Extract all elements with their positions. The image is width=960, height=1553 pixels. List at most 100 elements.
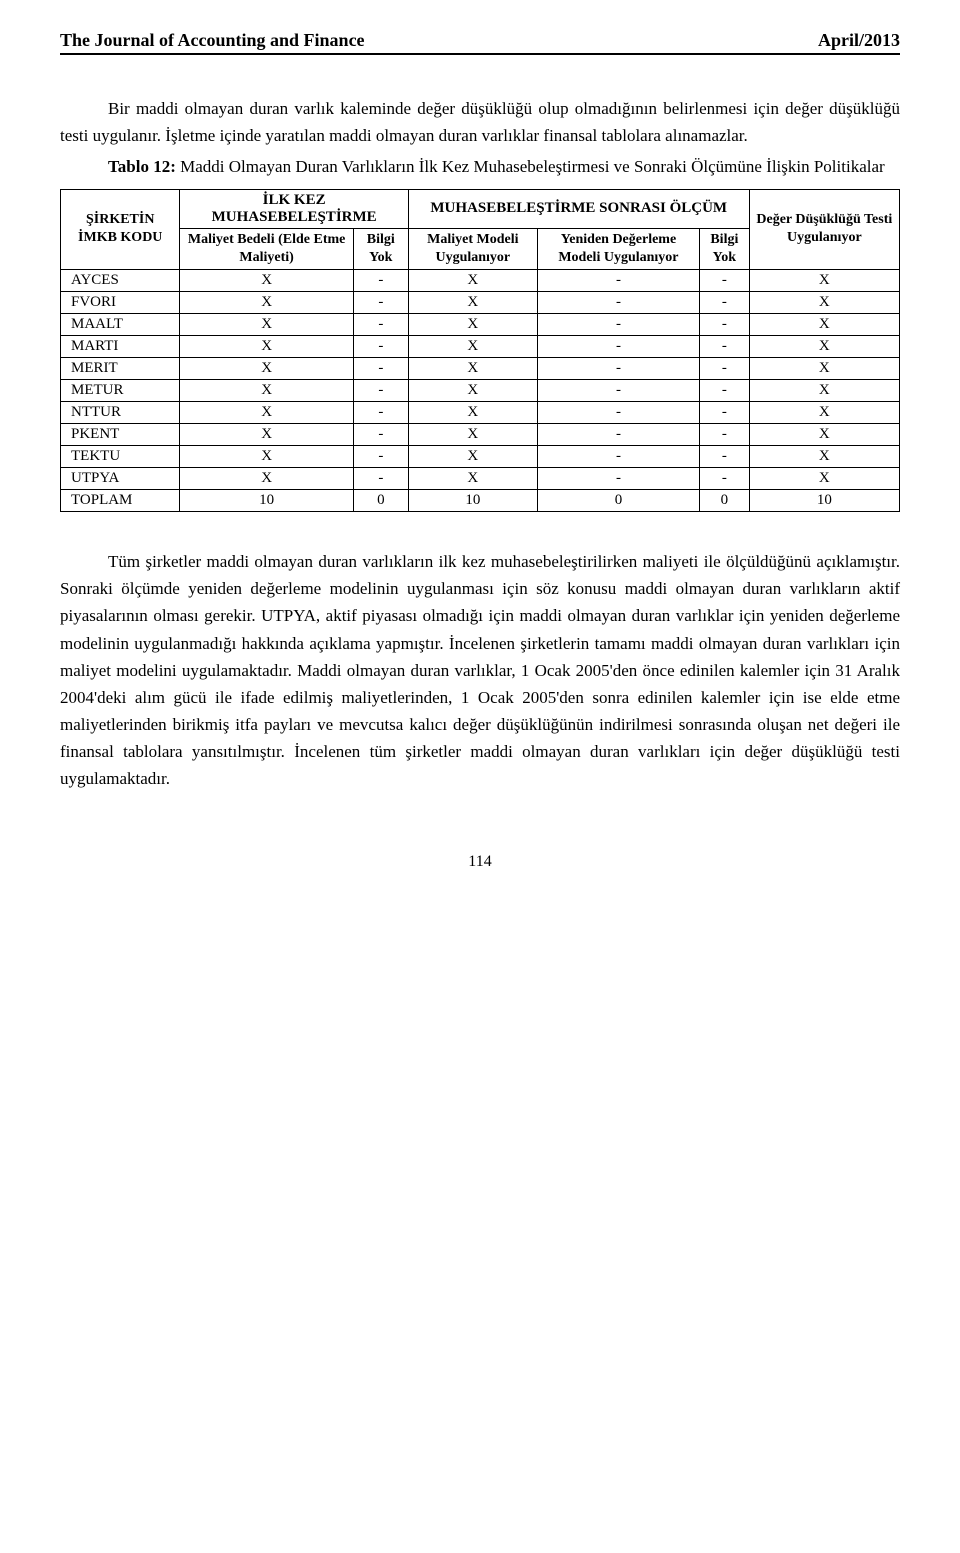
cell: 0 xyxy=(537,489,699,511)
cell: X xyxy=(749,291,899,313)
table-row: NTTURX-X--X xyxy=(61,401,900,423)
cell: X xyxy=(408,357,537,379)
table-row: TEKTUX-X--X xyxy=(61,445,900,467)
cell: X xyxy=(408,423,537,445)
row-company: MARTI xyxy=(61,335,180,357)
cell: 0 xyxy=(353,489,408,511)
conclusion-paragraph: Tüm şirketler maddi olmayan duran varlık… xyxy=(60,548,900,793)
row-company: UTPYA xyxy=(61,467,180,489)
cell: - xyxy=(700,379,750,401)
cell: - xyxy=(700,401,750,423)
cell: - xyxy=(537,379,699,401)
table-row: MERITX-X--X xyxy=(61,357,900,379)
cell: 10 xyxy=(180,489,353,511)
cell: - xyxy=(700,335,750,357)
cell: - xyxy=(353,357,408,379)
cell: - xyxy=(700,291,750,313)
cell: - xyxy=(537,357,699,379)
cell: - xyxy=(700,467,750,489)
cell: - xyxy=(353,313,408,335)
cell: X xyxy=(180,445,353,467)
cell: X xyxy=(180,357,353,379)
table-row: FVORIX-X--X xyxy=(61,291,900,313)
cell: - xyxy=(537,467,699,489)
cell: - xyxy=(537,423,699,445)
cell: X xyxy=(408,313,537,335)
cell: - xyxy=(353,269,408,291)
cell: - xyxy=(537,291,699,313)
table-row: TOPLAM100100010 xyxy=(61,489,900,511)
row-company: MERIT xyxy=(61,357,180,379)
cell: X xyxy=(408,291,537,313)
cell: - xyxy=(353,401,408,423)
row-company: AYCES xyxy=(61,269,180,291)
cell: X xyxy=(408,401,537,423)
th-sub-no-info1: Bilgi Yok xyxy=(353,228,408,269)
data-table: ŞİRKETİN İMKB KODU İLK KEZ MUHASEBELEŞTİ… xyxy=(60,189,900,512)
cell: - xyxy=(537,269,699,291)
cell: X xyxy=(180,423,353,445)
row-company: MAALT xyxy=(61,313,180,335)
cell: - xyxy=(353,335,408,357)
th-test: Değer Düşüklüğü Testi Uygulanıyor xyxy=(749,189,899,269)
cell: X xyxy=(180,313,353,335)
cell: X xyxy=(749,357,899,379)
cell: - xyxy=(353,379,408,401)
row-company: PKENT xyxy=(61,423,180,445)
row-company: METUR xyxy=(61,379,180,401)
cell: X xyxy=(180,269,353,291)
row-company: TEKTU xyxy=(61,445,180,467)
cell: - xyxy=(700,313,750,335)
row-company: TOPLAM xyxy=(61,489,180,511)
table-row: AYCESX-X--X xyxy=(61,269,900,291)
table-row: PKENTX-X--X xyxy=(61,423,900,445)
cell: X xyxy=(749,467,899,489)
cell: 10 xyxy=(749,489,899,511)
issue-date: April/2013 xyxy=(818,30,900,51)
row-company: NTTUR xyxy=(61,401,180,423)
th-sub-no-info2: Bilgi Yok xyxy=(700,228,750,269)
row-company: FVORI xyxy=(61,291,180,313)
table-caption-text: Maddi Olmayan Duran Varlıkların İlk Kez … xyxy=(176,157,885,176)
th-sub-cost-model: Maliyet Modeli Uygulanıyor xyxy=(408,228,537,269)
cell: - xyxy=(353,423,408,445)
page-header: The Journal of Accounting and Finance Ap… xyxy=(60,30,900,55)
th-first-measure: İLK KEZ MUHASEBELEŞTİRME xyxy=(180,189,408,228)
cell: X xyxy=(180,335,353,357)
cell: X xyxy=(180,379,353,401)
journal-title: The Journal of Accounting and Finance xyxy=(60,30,365,51)
table-row: MARTIX-X--X xyxy=(61,335,900,357)
table-row: UTPYAX-X--X xyxy=(61,467,900,489)
intro-paragraph: Bir maddi olmayan duran varlık kaleminde… xyxy=(60,95,900,149)
cell: X xyxy=(408,269,537,291)
cell: - xyxy=(537,401,699,423)
cell: X xyxy=(408,379,537,401)
cell: X xyxy=(749,445,899,467)
cell: X xyxy=(408,467,537,489)
cell: X xyxy=(749,335,899,357)
page-number: 114 xyxy=(60,853,900,871)
cell: - xyxy=(700,445,750,467)
cell: X xyxy=(180,467,353,489)
cell: X xyxy=(749,379,899,401)
table-caption: Tablo 12: Maddi Olmayan Duran Varlıkları… xyxy=(60,153,900,180)
cell: 0 xyxy=(700,489,750,511)
th-company-code: ŞİRKETİN İMKB KODU xyxy=(61,189,180,269)
table-row: MAALTX-X--X xyxy=(61,313,900,335)
cell: - xyxy=(537,313,699,335)
cell: X xyxy=(408,335,537,357)
cell: 10 xyxy=(408,489,537,511)
cell: X xyxy=(180,291,353,313)
cell: X xyxy=(749,423,899,445)
cell: - xyxy=(353,467,408,489)
th-after-measure: MUHASEBELEŞTİRME SONRASI ÖLÇÜM xyxy=(408,189,749,228)
th-sub-cost: Maliyet Bedeli (Elde Etme Maliyeti) xyxy=(180,228,353,269)
cell: X xyxy=(749,313,899,335)
cell: X xyxy=(749,401,899,423)
cell: X xyxy=(180,401,353,423)
cell: - xyxy=(700,357,750,379)
cell: - xyxy=(537,445,699,467)
th-sub-reval: Yeniden Değerleme Modeli Uygulanıyor xyxy=(537,228,699,269)
table-caption-number: Tablo 12: xyxy=(108,157,176,176)
cell: - xyxy=(537,335,699,357)
